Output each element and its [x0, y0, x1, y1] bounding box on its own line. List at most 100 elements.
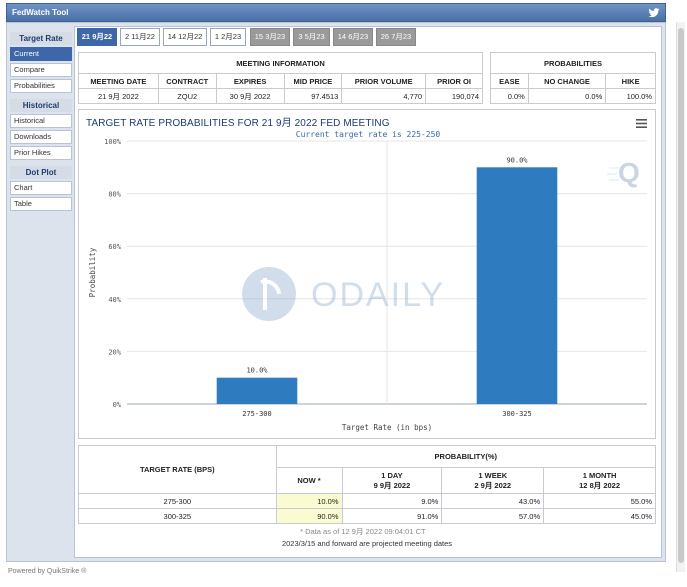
header-meeting-date: MEETING DATE [78, 73, 159, 89]
meeting-info-table: MEETING INFORMATION MEETING DATE CONTRAC… [78, 52, 483, 104]
one-day-cell: 91.0% [341, 508, 443, 524]
app-title: FedWatch Tool [12, 8, 69, 17]
y-tick-label: 80% [108, 191, 121, 199]
now-cell: 90.0% [275, 508, 343, 524]
svg-text:Q: Q [618, 157, 640, 188]
header-now: NOW * [275, 467, 343, 494]
powered-by-text: Powered by QuikStrike ® [8, 568, 87, 575]
tab-meeting-4[interactable]: 1 2月23 [210, 28, 246, 46]
sidebar-heading-historical: Historical [10, 99, 72, 112]
prior-volume-value: 4,770 [341, 88, 427, 104]
svg-text:ODAILY: ODAILY [311, 276, 445, 314]
y-tick-label: 0% [113, 401, 122, 409]
bar [476, 167, 558, 404]
meeting-info-title: MEETING INFORMATION [78, 52, 483, 74]
tab-meeting-3[interactable]: 14 12月22 [163, 28, 207, 46]
title-bar: FedWatch Tool [6, 3, 666, 22]
header-1-month: 1 MONTH 12 8月 2022 [543, 467, 656, 494]
footnote-spacer [79, 524, 277, 539]
header-no-change: NO CHANGE [527, 73, 607, 89]
no-change-value: 0.0% [527, 88, 607, 104]
expires-value: 30 9月 2022 [215, 88, 285, 104]
header-expires: EXPIRES [215, 73, 285, 89]
rate-cell: 300-325 [78, 508, 277, 524]
header-mid-price: MID PRICE [283, 73, 343, 89]
tab-meeting-7[interactable]: 14 6月23 [333, 28, 373, 46]
probabilities-table: PROBABILITIES EASE NO CHANGE HIKE 0.0% 0… [490, 52, 656, 104]
one-week-cell: 57.0% [441, 508, 545, 524]
data-label: 10.0% [246, 367, 268, 375]
mid-price-value: 97.4513 [283, 88, 343, 104]
scrollbar-thumb[interactable] [678, 28, 684, 563]
tab-meeting-5[interactable]: 15 3月23 [250, 28, 290, 46]
sidebar: Target Rate Current Compare Probabilitie… [10, 28, 72, 211]
header-hike: HIKE [605, 73, 656, 89]
x-tick-label: 300-325 [502, 410, 532, 418]
chart-title: TARGET RATE PROBABILITIES FOR 21 9月 2022… [86, 118, 390, 129]
sidebar-item-compare[interactable]: Compare [10, 63, 72, 77]
header-1-day: 1 DAY 9 9月 2022 [341, 467, 443, 494]
header-prior-volume: PRIOR VOLUME [341, 73, 427, 89]
now-cell: 10.0% [275, 493, 343, 509]
scrollbar[interactable] [676, 22, 685, 572]
header-1-week-date: 2 9月 2022 [474, 480, 512, 490]
header-target-rate: TARGET RATE (BPS) [78, 445, 277, 494]
hike-value: 100.0% [605, 88, 656, 104]
table-row: 275-300 10.0% 9.0% 43.0% 55.0% [78, 493, 656, 509]
sidebar-item-prior-hikes[interactable]: Prior Hikes [10, 146, 72, 160]
sidebar-item-current[interactable]: Current [10, 47, 72, 61]
contract-value: ZQU2 [157, 88, 217, 104]
tab-meeting-1[interactable]: 21 9月22 [77, 28, 117, 46]
y-tick-label: 100% [104, 138, 122, 146]
sidebar-heading-target-rate: Target Rate [10, 32, 72, 45]
probabilities-title: PROBABILITIES [490, 52, 656, 74]
sidebar-item-probabilities[interactable]: Probabilities [10, 79, 72, 93]
header-1-week-label: 1 WEEK [478, 470, 508, 480]
tab-meeting-6[interactable]: 3 5月23 [293, 28, 330, 46]
menu-icon[interactable] [636, 119, 647, 128]
sidebar-item-chart[interactable]: Chart [10, 181, 72, 195]
sidebar-item-historical[interactable]: Historical [10, 114, 72, 128]
header-1-week: 1 WEEK 2 9月 2022 [441, 467, 545, 494]
twitter-icon[interactable] [648, 7, 660, 19]
one-month-cell: 55.0% [543, 493, 656, 509]
x-tick-label: 275-300 [242, 410, 272, 418]
sidebar-heading-dot-plot: Dot Plot [10, 166, 72, 179]
y-tick-label: 60% [108, 243, 121, 251]
header-now-label: NOW * [297, 476, 321, 485]
header-prior-oi: PRIOR OI [425, 73, 483, 89]
one-day-cell: 9.0% [341, 493, 443, 509]
projected-dates-note: 2023/3/15 and forward are projected meet… [281, 539, 453, 548]
chart-subtitle: Current target rate is 225-250 [295, 130, 441, 139]
prior-oi-value: 190,074 [425, 88, 483, 104]
header-1-month-label: 1 MONTH [582, 470, 617, 480]
sidebar-item-downloads[interactable]: Downloads [10, 130, 72, 144]
tab-meeting-2[interactable]: 2 11月22 [120, 28, 160, 46]
probability-history-table: TARGET RATE (BPS) PROBABILITY(%) NOW * 1… [78, 445, 657, 539]
y-tick-label: 40% [108, 296, 121, 304]
data-timestamp-note: * Data as of 12 9月 2022 09:04:01 CT [276, 523, 656, 539]
odaily-watermark: ODAILY [242, 267, 445, 321]
tab-meeting-8[interactable]: 26 7月23 [376, 28, 416, 46]
header-1-month-date: 12 8月 2022 [579, 480, 621, 490]
header-1-day-label: 1 DAY [381, 470, 403, 480]
ease-value: 0.0% [490, 88, 529, 104]
target-rate-chart: ODAILY Q 0% 20% 40% 60% 80% 100% 10.0% 275-300 9… [88, 138, 647, 432]
rate-cell: 275-300 [78, 493, 277, 509]
bar [216, 377, 298, 404]
corner-logo: Q [607, 157, 640, 188]
x-axis-label: Target Rate (in bps) [342, 423, 432, 432]
data-label: 90.0% [506, 156, 528, 164]
y-tick-label: 20% [108, 348, 121, 356]
meeting-date-value: 21 9月 2022 [78, 88, 159, 104]
header-1-day-date: 9 9月 2022 [373, 480, 411, 490]
y-axis-label: Probability [88, 247, 97, 297]
header-ease: EASE [490, 73, 529, 89]
one-month-cell: 45.0% [543, 508, 656, 524]
sidebar-item-table[interactable]: Table [10, 197, 72, 211]
one-week-cell: 43.0% [441, 493, 545, 509]
chart-container: ODAILY Q 0% 20% 40% 60% 80% 100% 10.0% 275-300 9… [78, 109, 656, 439]
header-contract: CONTRACT [157, 73, 217, 89]
table-row: 300-325 90.0% 91.0% 57.0% 45.0% [78, 508, 656, 524]
